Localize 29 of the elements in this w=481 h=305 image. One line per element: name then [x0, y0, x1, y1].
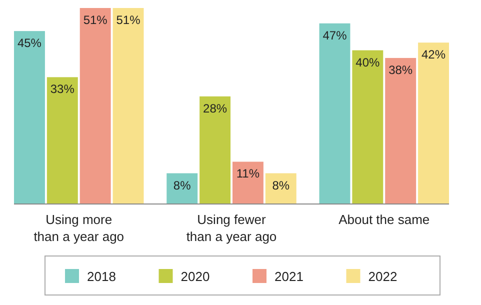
data-label: 51% — [83, 13, 108, 27]
x-tick-label: About the same — [338, 212, 430, 227]
data-label: 28% — [203, 101, 228, 116]
data-label: 38% — [388, 62, 413, 77]
x-tick-label: Using more than a year ago — [34, 212, 124, 244]
data-label: 11% — [236, 166, 260, 181]
legend-label: 2021 — [274, 269, 304, 284]
data-label: 51% — [116, 13, 141, 27]
data-label: 42% — [422, 48, 446, 62]
data-label: 47% — [322, 28, 348, 42]
bar — [14, 31, 45, 204]
data-label: 33% — [50, 82, 75, 96]
bar — [46, 77, 78, 204]
bar — [385, 58, 416, 204]
data-label: 40% — [356, 55, 380, 70]
bar — [232, 162, 264, 204]
data-label: 8% — [173, 178, 192, 192]
x-tick-label: Using fewer than a year ago — [186, 212, 277, 244]
bar — [418, 42, 449, 204]
legend-label: 2018 — [87, 269, 116, 284]
legend-label: 2020 — [180, 269, 210, 284]
data-label: 8% — [272, 178, 290, 192]
bar — [319, 23, 350, 204]
legend-label: 2022 — [368, 269, 398, 284]
bar — [200, 96, 231, 204]
bar — [352, 50, 384, 204]
data-label: 45% — [17, 36, 42, 50]
bar — [80, 8, 111, 204]
bar — [112, 8, 144, 204]
